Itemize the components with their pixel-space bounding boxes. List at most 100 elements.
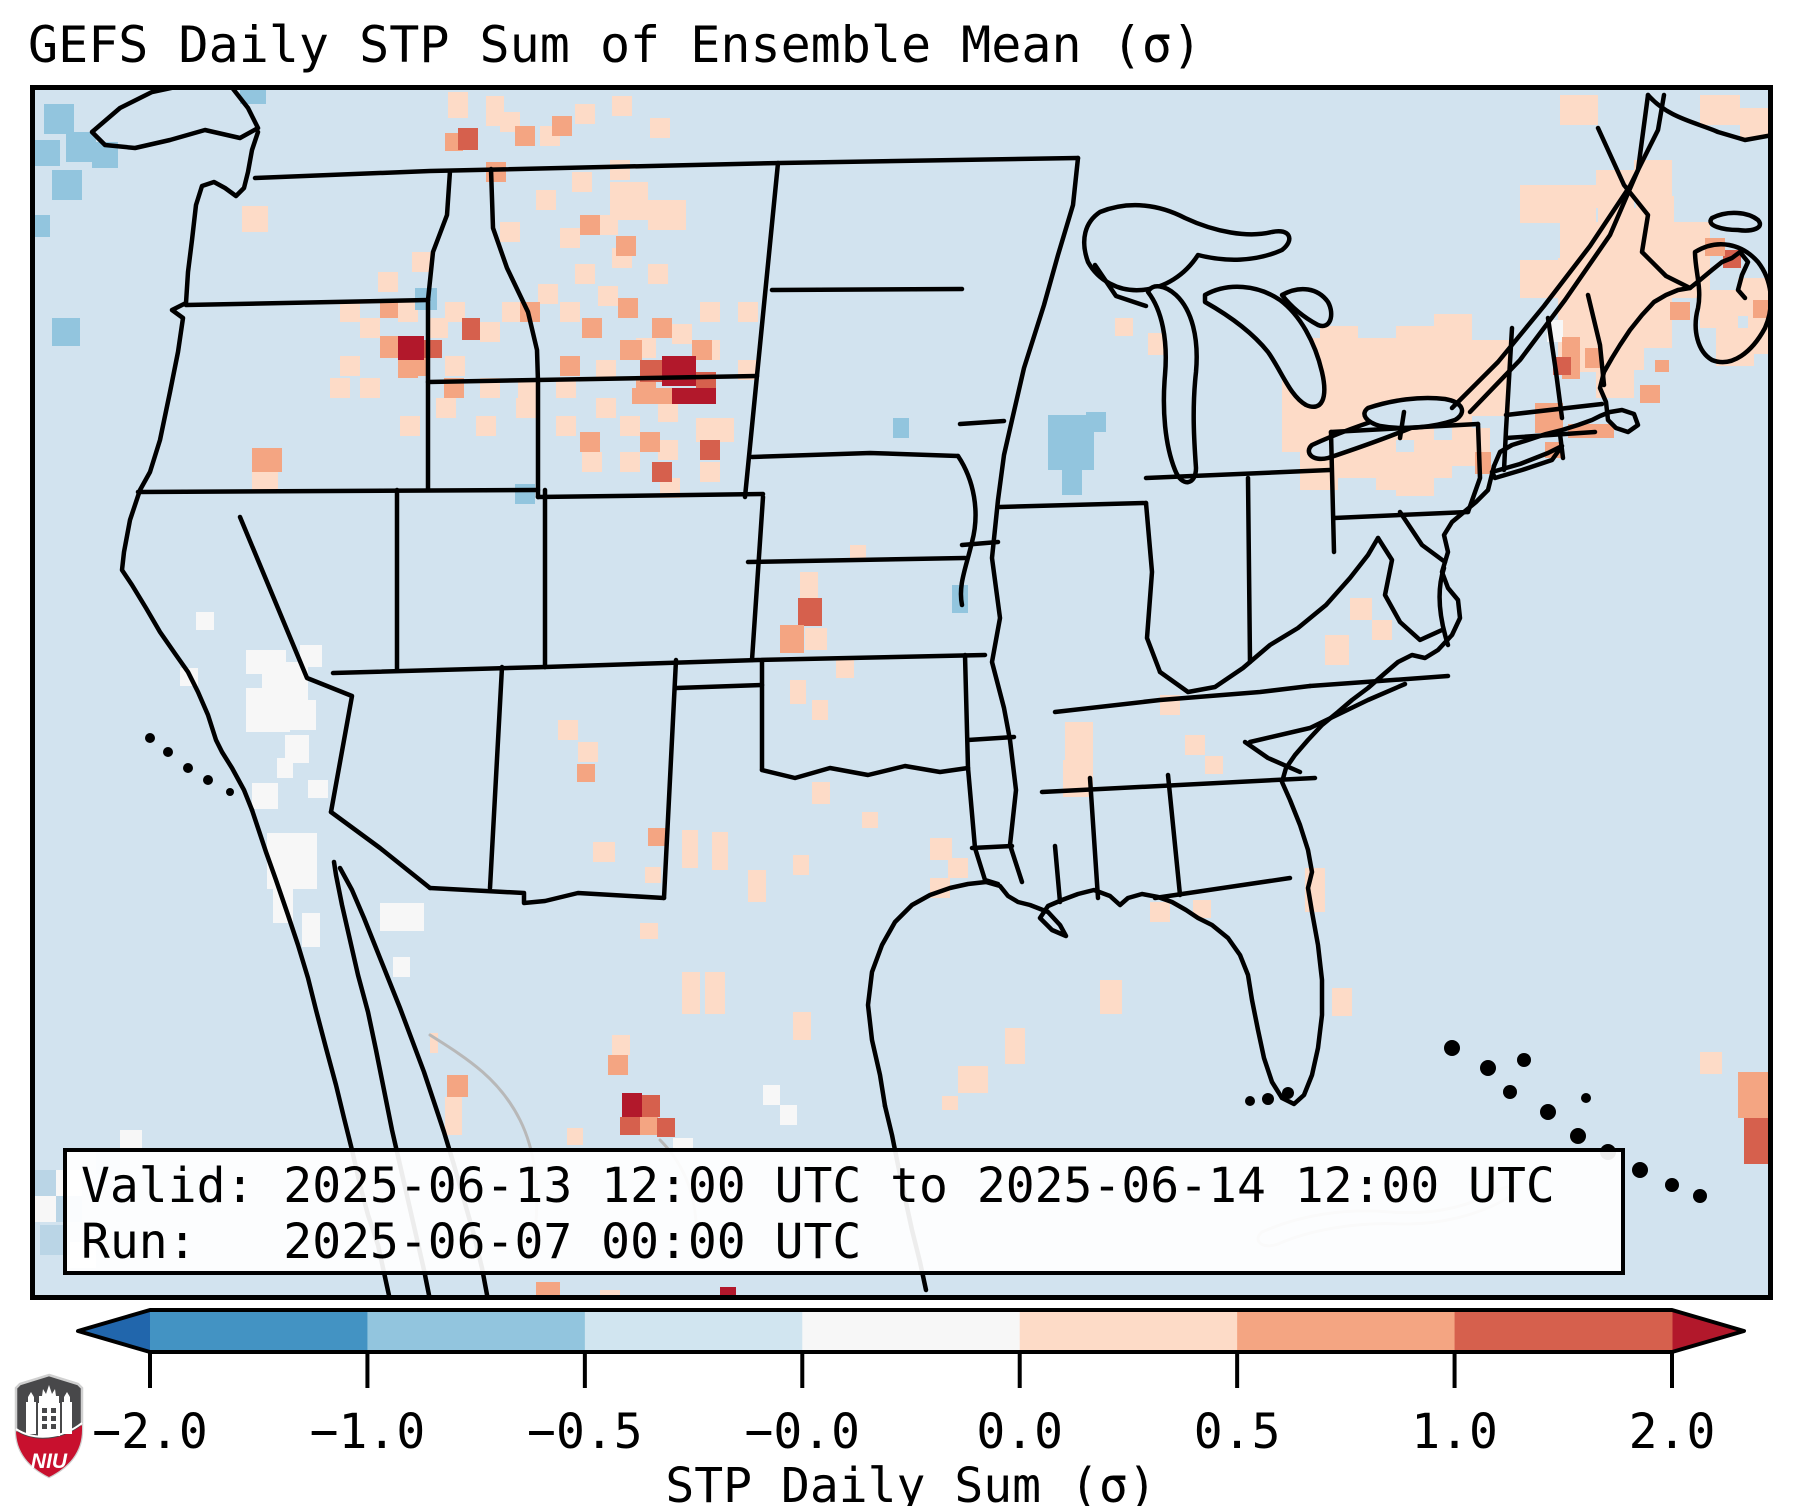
heatmap-cell [393,957,410,977]
heatmap-cell [120,1130,142,1152]
lake-outline [1202,284,1327,409]
heatmap-cell [240,86,266,104]
coastline [865,463,1497,1109]
state-border [330,664,548,676]
heatmap-cell [672,324,692,344]
state-border [1092,262,1149,309]
heatmap-cell [567,1128,583,1145]
heatmap-cell [1396,466,1434,496]
heatmap-cell [648,264,668,284]
heatmap-cell [620,340,642,360]
heatmap-cell [252,783,278,809]
state-border [252,155,1081,181]
heatmap-cell [1350,598,1372,620]
heatmap-cell [436,398,456,418]
state-border [673,682,765,691]
heatmap-cell [658,402,678,422]
heatmap-cell [620,1117,640,1135]
state-border [1152,875,1293,901]
state-border [1375,535,1445,643]
heatmap-cell [536,190,556,210]
heatmap-cell [575,104,595,124]
heatmap-cell [515,484,535,504]
heatmap-cell [645,867,661,883]
figure-title: GEFS Daily STP Sum of Ensemble Mean (σ) [28,16,1202,74]
colorbar-axis-label: STP Daily Sum (σ) [665,1458,1156,1506]
heatmap-cell [1558,185,1596,223]
run-line: Run: 2025-06-07 00:00 UTC [81,1214,862,1270]
heatmap-cell [610,160,630,180]
heatmap-cell [1358,338,1396,376]
heatmap-cell [1320,326,1358,364]
state-border [997,500,1149,510]
heatmap-cell [1193,900,1211,918]
heatmap-cell [246,688,290,732]
coastline [1491,249,1751,469]
island-dot [1517,1053,1531,1067]
heatmap-cell [380,300,398,318]
heatmap-cell [500,222,520,242]
heatmap-cell [618,298,638,318]
heatmap-cell [445,1097,462,1135]
heatmap-cell [560,356,580,376]
state-border [769,286,965,293]
heatmap-cell [502,302,522,322]
heatmap-cell [577,764,595,782]
island-dot [1444,1040,1460,1056]
heatmap-cell [692,340,712,360]
heatmap-cell [648,828,668,846]
heatmap-cell [620,416,640,436]
heatmap-cell [738,302,758,322]
heatmap-cell [705,972,725,1014]
heatmap-cell [780,1105,797,1125]
colorbar-tick-label: −0.0 [744,1404,860,1460]
heatmap-cell [640,432,660,452]
heatmap-cell [622,1093,642,1117]
niu-logo-text: NIU [31,1450,68,1473]
heatmap-cell [398,302,418,322]
heatmap-cell [277,758,293,778]
colorbar-tick-label: 1.0 [1411,1404,1498,1460]
heatmap-cell [447,1075,468,1097]
heatmap-cell [400,416,420,436]
state-border [745,555,968,565]
heatmap-cell [445,302,465,322]
heatmap-cell [1520,185,1558,223]
heatmap-cell [380,336,398,358]
colorbar-tick-label: 0.5 [1194,1404,1281,1460]
heatmap-cell [652,318,672,338]
heatmap-cell [763,1085,780,1105]
state-border [1397,509,1448,565]
heatmap-cell [640,1117,658,1135]
heatmap-cell [930,838,952,860]
heatmap-cell [1753,300,1771,318]
state-border [1143,467,1333,481]
heatmap-cell [52,170,82,200]
heatmap-cell [662,356,696,386]
heatmap-cell [378,272,398,292]
heatmap-cell [700,462,720,482]
coastline [119,129,261,813]
island-dot [163,747,173,757]
heatmap-cell [252,472,278,492]
heatmap-cell [805,628,827,650]
heatmap-cell [486,96,504,126]
heatmap-cell [657,1118,675,1137]
heatmap-cell [580,215,600,235]
coastline [1645,92,1773,143]
heatmap-cell [836,660,854,678]
heatmap-cell [1636,196,1674,234]
heatmap-cell [620,452,640,472]
state-border [328,809,433,891]
state-border [965,734,1017,743]
heatmap-cell [616,236,636,256]
state-border [1501,325,1515,473]
colorbar-tick-label: −1.0 [310,1404,426,1460]
niu-logo: NIU [14,1373,84,1479]
heatmap-cell [1672,222,1710,260]
heatmap-cell [242,206,268,232]
heatmap-cell [1434,352,1472,390]
heatmap-cell [593,842,615,862]
heatmap-cell [948,858,968,878]
